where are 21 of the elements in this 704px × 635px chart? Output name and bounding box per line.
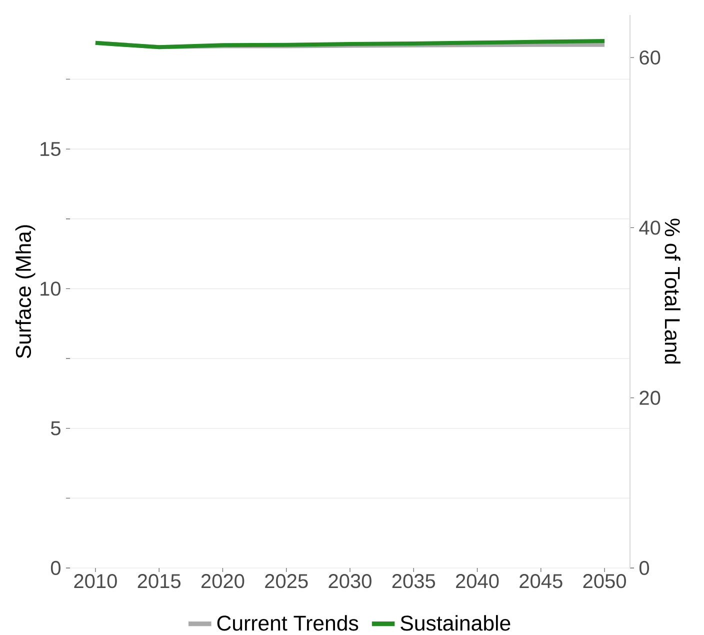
x-tick-label: 2010	[74, 574, 117, 588]
y-tick-label: 0	[50, 560, 61, 576]
y2-axis-title: % of Total Land	[664, 218, 680, 364]
legend-label: Sustainable	[400, 615, 510, 631]
y-axis-title: Surface (Mha)	[15, 225, 36, 358]
y2-tick-label: 20	[640, 390, 660, 405]
y2-tick-label: 40	[639, 220, 660, 235]
x-tick-label: 2025	[265, 574, 308, 588]
y-tick-label: 10	[40, 282, 60, 296]
y-tick-label: 5	[50, 421, 60, 436]
x-tick-label: 2040	[456, 574, 499, 588]
x-tick-label: 2035	[392, 574, 436, 588]
x-tick-label: 2015	[138, 574, 180, 588]
x-tick-label: 2045	[520, 574, 562, 588]
x-tick-label: 2020	[201, 574, 244, 588]
y2-tick-label: 0	[639, 560, 650, 576]
x-tick-label: 2030	[328, 574, 372, 588]
legend-label: Current Trends	[217, 615, 358, 631]
x-tick-label: 2050	[583, 574, 626, 588]
y-tick-label: 15	[40, 142, 60, 156]
y2-tick-label: 60	[640, 50, 660, 65]
